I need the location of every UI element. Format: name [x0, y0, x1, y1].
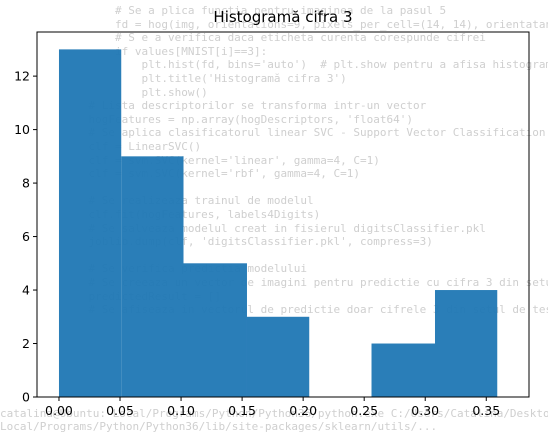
y-tick-label: 12	[14, 69, 30, 84]
histogram-bar	[371, 343, 435, 397]
y-tick-label: 8	[22, 176, 30, 191]
x-tick-label: 0.00	[45, 403, 73, 418]
histogram-bar	[246, 316, 310, 397]
histogram-bar	[58, 49, 122, 397]
y-tick-label: 4	[22, 283, 30, 298]
histogram-bar	[183, 263, 247, 397]
x-tick-label: 0.10	[167, 403, 195, 418]
y-tick-label: 6	[22, 229, 30, 244]
x-tick-label: 0.25	[350, 403, 378, 418]
x-tick-label: 0.05	[106, 403, 134, 418]
y-tick-label: 0	[22, 390, 30, 405]
x-tick-label: 0.20	[289, 403, 317, 418]
chart-title: Histogramă cifra 3	[213, 8, 352, 26]
histogram-bar	[121, 156, 184, 397]
x-tick-label: 0.35	[472, 403, 500, 418]
y-tick-label: 2	[22, 336, 30, 351]
x-tick-label: 0.15	[228, 403, 256, 418]
x-tick-label: 0.30	[411, 403, 439, 418]
histogram-bar	[434, 290, 498, 397]
y-tick-label: 10	[14, 122, 30, 137]
plot-frame	[36, 31, 530, 398]
